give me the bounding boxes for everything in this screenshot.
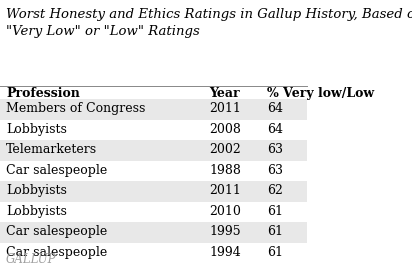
Text: Car salespeople: Car salespeople [6, 225, 108, 238]
FancyBboxPatch shape [0, 99, 307, 120]
Text: 2002: 2002 [209, 143, 241, 157]
Text: 61: 61 [267, 246, 283, 259]
Text: 1988: 1988 [209, 164, 241, 177]
FancyBboxPatch shape [0, 202, 307, 222]
Text: 2011: 2011 [209, 184, 241, 198]
FancyBboxPatch shape [0, 243, 307, 263]
Text: Members of Congress: Members of Congress [6, 102, 145, 116]
Text: 1994: 1994 [209, 246, 241, 259]
Text: Car salespeople: Car salespeople [6, 246, 108, 259]
Text: Lobbyists: Lobbyists [6, 205, 67, 218]
Text: % Very low/Low: % Very low/Low [267, 87, 375, 100]
Text: 1995: 1995 [209, 225, 241, 238]
Text: Lobbyists: Lobbyists [6, 123, 67, 136]
Text: 62: 62 [267, 184, 283, 198]
Text: 2011: 2011 [209, 102, 241, 116]
Text: 61: 61 [267, 205, 283, 218]
Text: 64: 64 [267, 123, 283, 136]
Text: Lobbyists: Lobbyists [6, 184, 67, 198]
Text: 61: 61 [267, 225, 283, 238]
Text: 2010: 2010 [209, 205, 241, 218]
Text: Profession: Profession [6, 87, 80, 100]
Text: 64: 64 [267, 102, 283, 116]
Text: Year: Year [209, 87, 240, 100]
FancyBboxPatch shape [0, 161, 307, 181]
FancyBboxPatch shape [0, 140, 307, 161]
Text: 63: 63 [267, 143, 283, 157]
Text: Car salespeople: Car salespeople [6, 164, 108, 177]
Text: 63: 63 [267, 164, 283, 177]
Text: GALLUP: GALLUP [6, 253, 56, 266]
Text: Telemarketers: Telemarketers [6, 143, 97, 157]
FancyBboxPatch shape [0, 222, 307, 243]
FancyBboxPatch shape [0, 120, 307, 140]
Text: Worst Honesty and Ethics Ratings in Gallup History, Based on
"Very Low" or "Low": Worst Honesty and Ethics Ratings in Gall… [6, 8, 412, 38]
Text: 2008: 2008 [209, 123, 241, 136]
FancyBboxPatch shape [0, 181, 307, 202]
